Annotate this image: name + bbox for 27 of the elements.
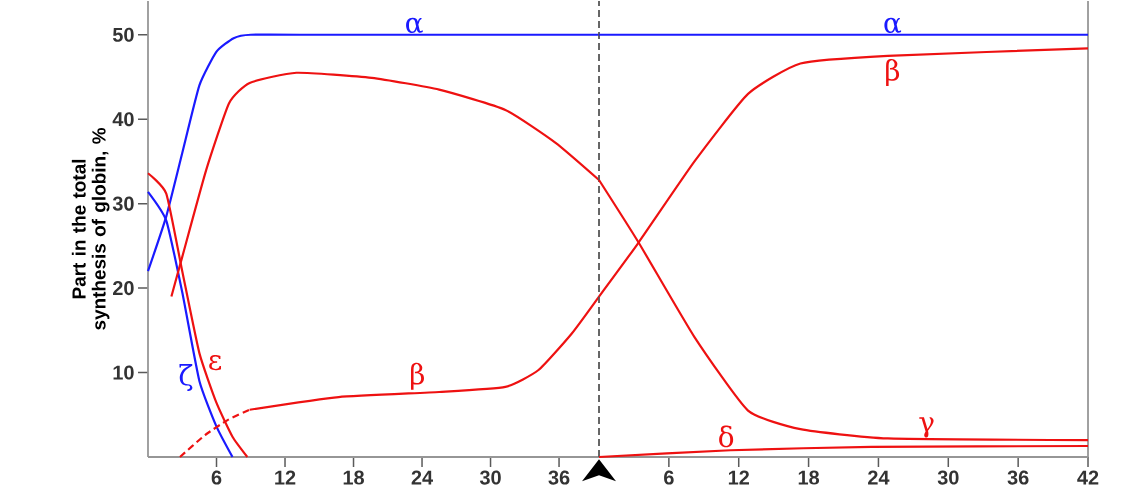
y-tick-label: 50 <box>112 27 134 42</box>
x-tick-label: 36 <box>548 470 570 485</box>
series-label: δ <box>719 425 734 448</box>
x-tick-label: 12 <box>275 470 296 485</box>
x-tick-label: 42 <box>1077 470 1099 485</box>
series-label: γ <box>919 417 934 438</box>
x-tick-label: 6 <box>211 470 222 485</box>
x-tick-label: 18 <box>798 470 820 485</box>
y-tick-label: 20 <box>113 281 134 296</box>
series-label: ε <box>209 355 222 371</box>
series-label: β <box>411 362 424 390</box>
x-tick-label: 30 <box>937 470 959 485</box>
x-tick-label: 18 <box>343 470 364 485</box>
series-label: ζ <box>179 363 193 391</box>
x-tick-label: 24 <box>411 470 433 485</box>
x-tick-label: 24 <box>868 470 890 485</box>
x-tick-label: 6 <box>664 470 674 485</box>
y-tick-label: 40 <box>112 112 134 127</box>
y-tick-label: 30 <box>112 196 134 211</box>
x-tick-label: 12 <box>728 470 749 485</box>
x-tick-label: 36 <box>1007 470 1029 485</box>
x-tick-label: 30 <box>479 470 501 485</box>
series-label: β <box>886 58 900 87</box>
y-tick-label: 10 <box>113 365 134 380</box>
series-label: α <box>884 17 902 33</box>
series-label: α <box>406 17 423 33</box>
y-axis-title: Part in the total synthesis of globin, % <box>71 128 110 330</box>
